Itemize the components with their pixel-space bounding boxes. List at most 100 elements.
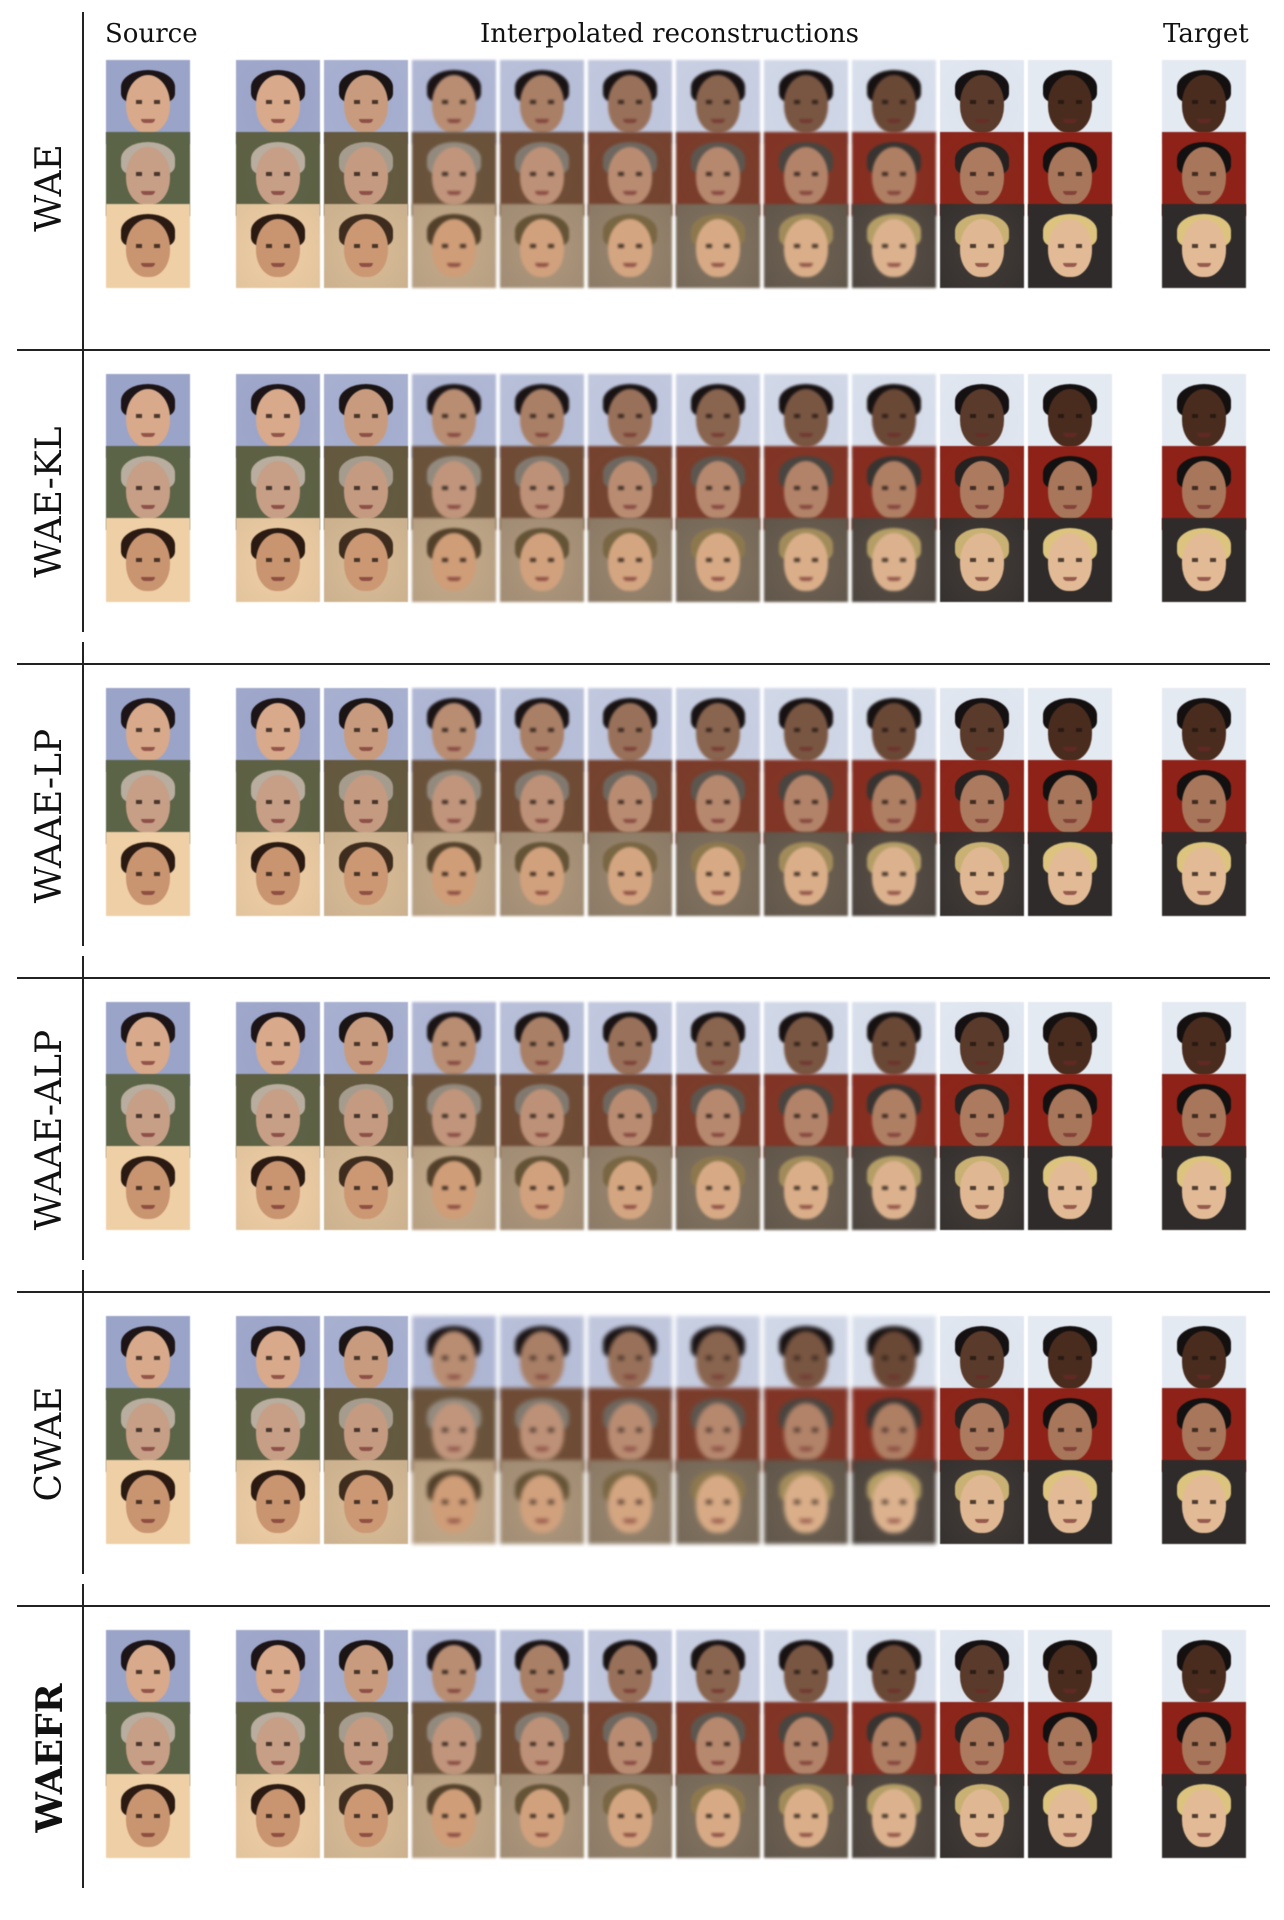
interpolated-image [1028,688,1112,772]
interpolated-image [764,1146,848,1230]
face-shape [344,532,388,591]
eyes-shape [618,486,642,491]
face-shape [872,1788,916,1847]
mouth-shape [975,890,989,895]
face-shape [872,1160,916,1219]
face-shape [126,74,170,133]
eyes-shape [530,800,554,805]
interpolated-image [236,132,320,216]
interpolated-image [940,1002,1024,1086]
target-image [1162,1002,1246,1086]
face-shape [1048,1474,1092,1533]
face-shape [872,1644,916,1703]
mouth-shape [887,118,901,123]
mouth-shape [1063,818,1077,823]
face-shape [256,74,300,133]
eyes-shape [530,414,554,419]
face-shape [872,74,916,133]
mouth-shape [799,432,813,437]
eyes-shape [530,1500,554,1505]
mouth-shape [799,1374,813,1379]
mouth-shape [447,190,461,195]
source-image [106,518,190,602]
interpolated-image [500,132,584,216]
mouth-shape [799,1832,813,1837]
face-shape [696,218,740,277]
source-image [106,1774,190,1858]
mouth-shape [535,1518,549,1523]
source-image [106,1460,190,1544]
mouth-shape [887,1374,901,1379]
eyes-shape [530,100,554,105]
interpolated-image [324,1774,408,1858]
interpolated-image [588,1316,672,1400]
face-shape [520,1088,564,1147]
interpolated-image [588,60,672,144]
eyes-shape [1192,414,1216,419]
eyes-shape [706,486,730,491]
face-shape [784,532,828,591]
mouth-shape [1063,504,1077,509]
interpolated-image [764,1316,848,1400]
interpolated-image [676,1774,760,1858]
eyes-shape [136,100,160,105]
source-image [106,688,190,772]
face-shape [696,774,740,833]
interpolated-image [324,446,408,530]
eyes-shape [1192,1670,1216,1675]
eyes-shape [1058,486,1082,491]
eyes-shape [136,244,160,249]
eyes-shape [354,1742,378,1747]
face-shape [344,460,388,519]
eyes-shape [1192,1042,1216,1047]
interpolated-image [1028,446,1112,530]
mouth-shape [887,262,901,267]
eyes-shape [442,728,466,733]
eyes-shape [618,1742,642,1747]
eyes-shape [1058,1814,1082,1819]
interpolated-image [852,1630,936,1714]
interpolated-image [412,1702,496,1786]
interpolated-image [236,60,320,144]
mouth-shape [623,1832,637,1837]
face-shape [608,1474,652,1533]
face-shape [960,1474,1004,1533]
face-shape [256,460,300,519]
mouth-shape [271,1688,285,1693]
eyes-shape [794,1428,818,1433]
mouth-shape [359,576,373,581]
eyes-shape [136,172,160,177]
mouth-shape [359,1446,373,1451]
eyes-shape [354,1428,378,1433]
eyes-shape [618,1186,642,1191]
mouth-shape [1063,1518,1077,1523]
mouth-shape [975,1204,989,1209]
face-shape [1048,774,1092,833]
mouth-shape [887,1204,901,1209]
mouth-shape [711,1374,725,1379]
method-label: WAEFR [29,1683,71,1833]
interpolated-image [764,446,848,530]
eyes-shape [266,1114,290,1119]
eyes-shape [1192,1428,1216,1433]
mouth-shape [711,890,725,895]
target-image [1162,132,1246,216]
mouth-shape [271,504,285,509]
eyes-shape [136,1428,160,1433]
interpolated-image [412,446,496,530]
eyes-shape [882,728,906,733]
eyes-shape [706,172,730,177]
mouth-shape [1197,576,1211,581]
mouth-shape [623,1760,637,1765]
mouth-shape [141,190,155,195]
interpolated-image [764,832,848,916]
mouth-shape [141,432,155,437]
mouth-shape [141,1374,155,1379]
face-shape [256,1474,300,1533]
eyes-shape [970,728,994,733]
eyes-shape [794,1742,818,1747]
eyes-shape [354,100,378,105]
eyes-shape [1058,1500,1082,1505]
face-shape [126,532,170,591]
mouth-shape [1197,1446,1211,1451]
